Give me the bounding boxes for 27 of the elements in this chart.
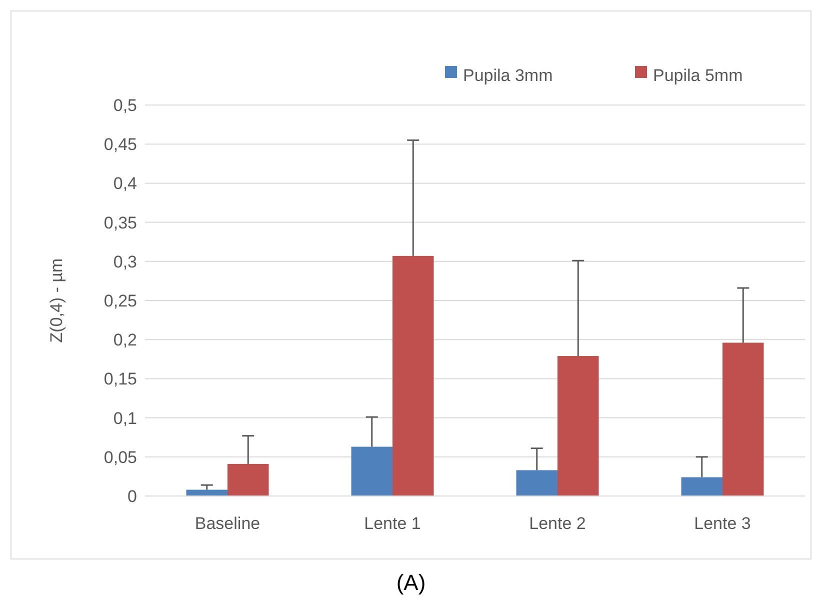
x-tick-label: Lente 2 — [529, 514, 586, 533]
bar — [351, 446, 392, 496]
x-tick-label: Baseline — [194, 514, 260, 533]
y-tick-label: 0 — [128, 486, 137, 506]
x-tick-label: Lente 3 — [694, 514, 751, 533]
y-tick-label: 0,2 — [113, 330, 137, 350]
y-axis-title: Z(0,4) - µm — [47, 258, 66, 343]
y-tick-label: 0,15 — [104, 370, 137, 389]
y-tick-label: 0,05 — [104, 448, 137, 467]
y-tick-label: 0,35 — [104, 213, 137, 232]
bar — [228, 464, 269, 496]
text: (A) — [396, 570, 426, 595]
bar — [558, 356, 599, 496]
bar — [516, 470, 558, 496]
bar — [681, 477, 722, 496]
bar — [722, 342, 764, 496]
y-tick-label: 0,5 — [113, 96, 137, 115]
y-tick-label: 0,25 — [104, 291, 137, 310]
y-tick-label: 0,4 — [113, 174, 137, 194]
y-tick-label: 0,3 — [113, 252, 137, 272]
legend-label: Pupila 5mm — [653, 66, 743, 86]
bar — [392, 256, 434, 496]
bar — [186, 490, 228, 496]
y-tick-label: 0,45 — [104, 135, 137, 154]
legend-label: Pupila 3mm — [463, 66, 553, 86]
y-tick-label: 0,1 — [113, 408, 137, 428]
x-tick-label: Lente 1 — [364, 514, 421, 533]
